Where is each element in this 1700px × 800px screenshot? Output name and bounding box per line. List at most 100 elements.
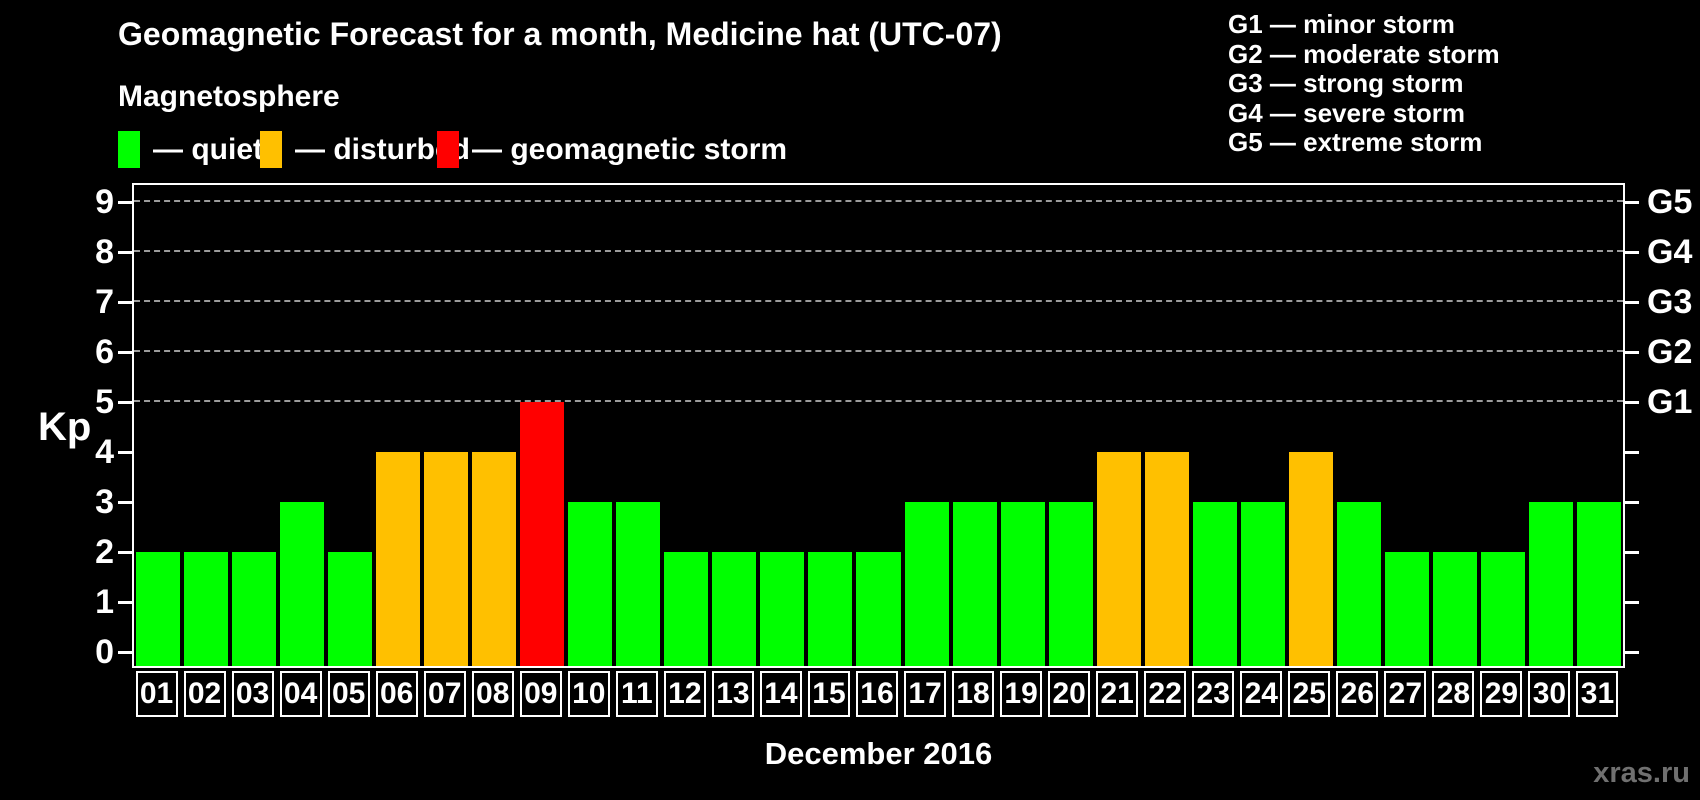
bar-day-11 xyxy=(616,502,661,666)
y-tick-label-0: 0 xyxy=(95,633,114,671)
day-label-01: 01 xyxy=(135,671,178,717)
y-tick-label-9: 9 xyxy=(95,183,114,221)
bar-day-19 xyxy=(1000,502,1045,666)
day-label-07: 07 xyxy=(423,671,466,717)
day-label-27: 27 xyxy=(1384,671,1427,717)
y-axis-label: Kp xyxy=(38,405,92,449)
y-tick-right-5 xyxy=(1625,401,1639,404)
y-tick-left-8 xyxy=(118,251,132,254)
g4-legend-line: G4 — severe storm xyxy=(1228,97,1466,128)
day-label-14: 14 xyxy=(759,671,802,717)
y-tick-right-1 xyxy=(1625,601,1639,604)
bar-day-14 xyxy=(760,552,805,666)
bar-day-08 xyxy=(472,452,517,666)
gridline-kp6 xyxy=(134,350,1623,352)
bar-day-26 xyxy=(1336,502,1381,666)
day-label-21: 21 xyxy=(1096,671,1139,717)
bar-day-18 xyxy=(952,502,997,666)
bar-day-03 xyxy=(232,552,277,666)
day-label-11: 11 xyxy=(615,671,658,717)
day-label-03: 03 xyxy=(231,671,274,717)
day-label-16: 16 xyxy=(855,671,898,717)
gridline-kp7 xyxy=(134,300,1623,302)
day-label-04: 04 xyxy=(279,671,322,717)
g-axis-label-G3: G3 xyxy=(1647,283,1693,321)
magnetosphere-subtitle: Magnetosphere xyxy=(118,80,340,113)
bar-day-30 xyxy=(1528,502,1573,666)
day-label-25: 25 xyxy=(1288,671,1331,717)
bar-day-27 xyxy=(1384,552,1429,666)
plot-area xyxy=(132,183,1625,668)
y-tick-right-0 xyxy=(1625,651,1639,654)
y-tick-left-7 xyxy=(118,301,132,304)
bar-day-31 xyxy=(1576,502,1621,666)
g-scale-legend: G1 — minor storm G2 — moderate storm G3 … xyxy=(1228,9,1500,158)
bar-day-05 xyxy=(328,552,373,666)
y-tick-left-1 xyxy=(118,601,132,604)
y-tick-label-1: 1 xyxy=(95,583,114,621)
day-label-30: 30 xyxy=(1528,671,1571,717)
y-tick-right-6 xyxy=(1625,351,1639,354)
bar-day-12 xyxy=(664,552,709,666)
bar-day-24 xyxy=(1240,502,1285,666)
g-axis-label-G1: G1 xyxy=(1647,383,1693,421)
day-label-19: 19 xyxy=(1000,671,1043,717)
day-label-28: 28 xyxy=(1432,671,1475,717)
g3-legend-line: G3 — strong storm xyxy=(1228,68,1464,98)
g-axis-label-G4: G4 xyxy=(1647,233,1693,271)
bar-day-09 xyxy=(520,402,565,666)
storm-color-swatch xyxy=(437,130,459,168)
quiet-color-swatch xyxy=(118,130,140,168)
day-label-26: 26 xyxy=(1336,671,1379,717)
y-tick-label-6: 6 xyxy=(95,333,114,371)
bar-day-29 xyxy=(1480,552,1525,666)
day-label-13: 13 xyxy=(711,671,754,717)
y-tick-label-3: 3 xyxy=(95,483,114,521)
legend-item-quiet: — quiet xyxy=(118,130,263,168)
bar-day-17 xyxy=(904,502,949,666)
bar-day-01 xyxy=(136,552,181,666)
x-axis-label: December 2016 xyxy=(764,736,993,771)
y-tick-left-6 xyxy=(118,351,132,354)
g-axis-label-G2: G2 xyxy=(1647,333,1693,371)
y-tick-right-7 xyxy=(1625,301,1639,304)
bar-day-28 xyxy=(1432,552,1477,666)
g2-legend-line: G2 — moderate storm xyxy=(1228,38,1500,69)
day-label-05: 05 xyxy=(327,671,370,717)
bar-day-21 xyxy=(1096,452,1141,666)
chart-title: Geomagnetic Forecast for a month, Medici… xyxy=(118,16,1002,52)
legend-label-storm: — geomagnetic storm xyxy=(472,132,788,166)
day-label-15: 15 xyxy=(807,671,850,717)
day-label-29: 29 xyxy=(1480,671,1523,717)
y-tick-left-4 xyxy=(118,451,132,454)
gridline-kp9 xyxy=(134,200,1623,202)
g5-legend-line: G5 — extreme storm xyxy=(1228,127,1483,157)
day-label-31: 31 xyxy=(1576,671,1619,717)
day-label-23: 23 xyxy=(1192,671,1235,717)
gridline-kp8 xyxy=(134,250,1623,252)
y-tick-left-0 xyxy=(118,651,132,654)
y-tick-label-8: 8 xyxy=(95,233,114,271)
bar-day-06 xyxy=(376,452,421,666)
bar-day-13 xyxy=(712,552,757,666)
bar-day-25 xyxy=(1288,452,1333,666)
g1-legend-line: G1 — minor storm xyxy=(1228,9,1455,39)
disturbed-color-swatch xyxy=(260,130,282,168)
day-label-08: 08 xyxy=(471,671,514,717)
gridline-kp5 xyxy=(134,400,1623,402)
bar-day-15 xyxy=(808,552,853,666)
watermark: xras.ru xyxy=(1593,757,1690,789)
y-tick-label-7: 7 xyxy=(95,283,114,321)
day-label-17: 17 xyxy=(904,671,947,717)
y-tick-left-5 xyxy=(118,401,132,404)
bar-day-20 xyxy=(1048,502,1093,666)
day-label-02: 02 xyxy=(183,671,226,717)
day-label-20: 20 xyxy=(1048,671,1091,717)
bar-day-07 xyxy=(424,452,469,666)
legend-label-quiet: — quiet xyxy=(153,132,263,166)
day-label-24: 24 xyxy=(1240,671,1283,717)
bar-day-10 xyxy=(568,502,613,666)
bar-day-04 xyxy=(280,502,325,666)
day-label-06: 06 xyxy=(375,671,418,717)
